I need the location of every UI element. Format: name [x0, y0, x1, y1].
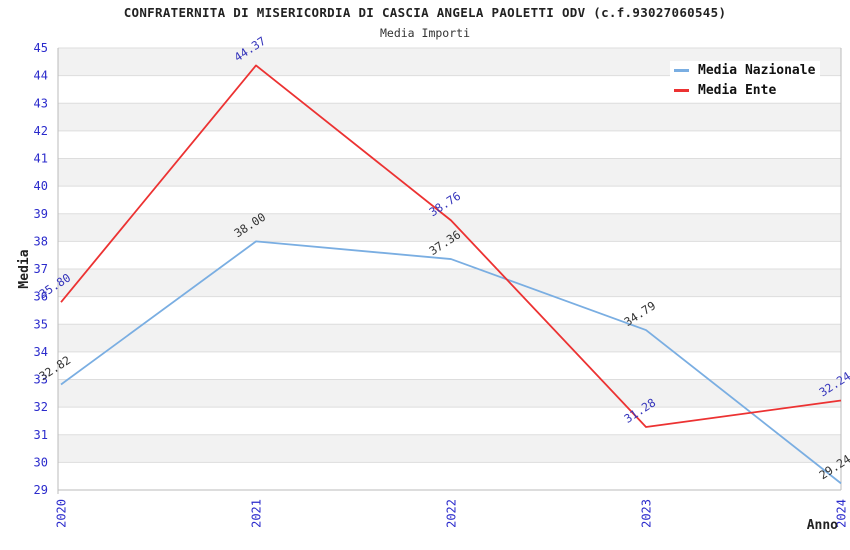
- svg-text:42: 42: [34, 124, 48, 138]
- svg-text:44: 44: [34, 69, 48, 83]
- svg-text:2023: 2023: [640, 499, 654, 528]
- svg-text:Media: Media: [17, 249, 32, 288]
- svg-text:34: 34: [34, 345, 48, 359]
- chart-subtitle: Media Importi: [379, 26, 470, 40]
- svg-text:2020: 2020: [55, 499, 69, 528]
- svg-text:Anno: Anno: [807, 518, 838, 533]
- svg-text:43: 43: [34, 96, 48, 110]
- svg-text:29: 29: [34, 483, 48, 497]
- legend-label-nazionale: Media Nazionale: [698, 62, 816, 78]
- svg-text:45: 45: [34, 41, 48, 55]
- svg-text:2021: 2021: [250, 499, 264, 528]
- svg-text:2024: 2024: [835, 499, 849, 528]
- svg-text:32: 32: [34, 400, 48, 414]
- svg-text:2022: 2022: [445, 499, 459, 528]
- svg-text:35: 35: [34, 317, 48, 331]
- svg-text:37: 37: [34, 262, 48, 276]
- svg-text:33: 33: [34, 373, 48, 387]
- svg-text:30: 30: [34, 455, 48, 469]
- svg-text:36: 36: [34, 290, 48, 304]
- svg-text:40: 40: [34, 179, 48, 193]
- svg-text:38: 38: [34, 234, 48, 248]
- chart-title: CONFRATERNITA DI MISERICORDIA DI CASCIA …: [123, 5, 727, 20]
- legend-item-media-nazionale: Media Nazionale: [670, 61, 820, 79]
- legend: Media Nazionale Media Ente: [670, 61, 820, 101]
- svg-text:39: 39: [34, 207, 48, 221]
- svg-text:31: 31: [34, 428, 48, 442]
- legend-item-media-ente: Media Ente: [670, 81, 820, 99]
- legend-label-ente: Media Ente: [698, 82, 777, 98]
- svg-text:41: 41: [34, 152, 48, 166]
- legend-line-swatch-ente: [674, 88, 689, 92]
- legend-line-swatch-nazionale: [674, 68, 689, 72]
